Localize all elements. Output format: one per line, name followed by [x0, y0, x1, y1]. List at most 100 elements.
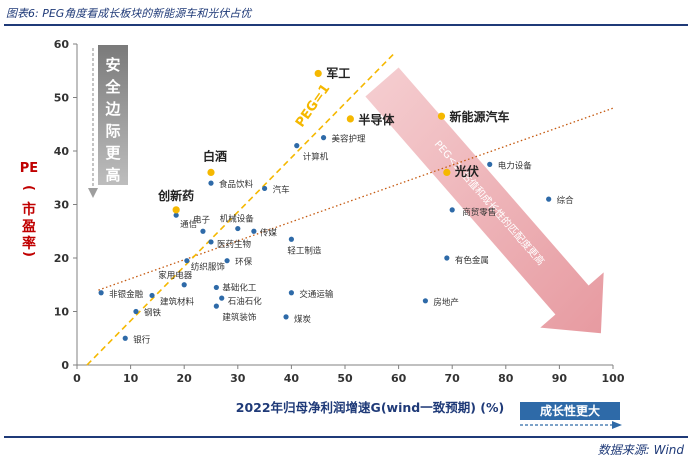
- data-point: [487, 161, 493, 167]
- y-axis-label-abbr: PE: [20, 161, 38, 176]
- point-label: 非银金融: [109, 289, 144, 300]
- point-label: 银行: [133, 334, 151, 345]
- highlight-label: 半导体: [358, 112, 395, 127]
- safety-char: 际: [105, 122, 120, 140]
- highlight-label: 军工: [326, 65, 350, 80]
- title-bar: 图表6: PEG角度看成长板块的新能源车和光伏占优: [4, 2, 688, 26]
- safety-char: 高: [105, 166, 120, 184]
- growth-label: 成长性更大: [540, 403, 600, 418]
- x-axis-label: 2022年归母净利润增速G(wind一致预期) (%): [236, 400, 504, 415]
- data-point: [173, 212, 179, 218]
- highlight-point: [207, 168, 215, 176]
- point-label: 钢铁: [144, 308, 162, 319]
- x-tick-label: 30: [230, 372, 246, 385]
- y-tick-label: 0: [61, 359, 69, 372]
- data-point: [219, 295, 225, 301]
- point-label: 传媒: [260, 227, 278, 238]
- point-label: 商贸零售: [462, 207, 496, 218]
- data-point: [262, 185, 268, 192]
- point-label: 纺织服饰: [191, 262, 226, 273]
- point-label: 综合: [557, 195, 575, 206]
- x-tick-label: 80: [498, 372, 514, 385]
- data-point: [546, 196, 552, 202]
- data-point: [235, 225, 241, 232]
- data-point: [422, 298, 428, 304]
- data-point: [133, 308, 139, 315]
- point-label: 电力设备: [498, 160, 533, 171]
- x-tick-label: 60: [391, 372, 407, 385]
- data-point: [181, 282, 187, 288]
- point-label: 交通运输: [299, 289, 334, 300]
- x-tick-label: 0: [73, 372, 81, 385]
- y-axis-label-char: 盈: [21, 219, 36, 235]
- y-axis-label-paren: (: [21, 185, 36, 191]
- trend-line: [98, 107, 614, 291]
- growth-box: [520, 402, 620, 420]
- point-label: 汽车: [273, 184, 290, 195]
- safety-box: [98, 45, 128, 185]
- data-point: [283, 314, 289, 320]
- footer-divider: [4, 436, 688, 438]
- highlight-label: 创新药: [157, 188, 194, 203]
- y-axis-label-paren: ): [21, 251, 36, 257]
- y-tick-label: 20: [54, 252, 70, 265]
- y-tick-label: 50: [54, 92, 70, 105]
- highlight-label: 光伏: [454, 163, 479, 178]
- data-point: [149, 292, 155, 299]
- big-arrow: [365, 67, 604, 334]
- data-point: [224, 258, 230, 264]
- data-point: [122, 335, 128, 341]
- point-label: 医药生物: [217, 239, 252, 250]
- data-point: [444, 255, 450, 261]
- data-point: [208, 239, 214, 245]
- y-axis-label-char: 市: [22, 201, 36, 218]
- point-label: 家用电器: [158, 270, 193, 281]
- data-source: 数据来源: Wind: [597, 443, 684, 457]
- data-point: [208, 180, 214, 186]
- point-label: 计算机: [303, 152, 329, 163]
- x-tick-label: 40: [284, 372, 300, 385]
- highlight-label: 新能源汽车: [449, 109, 509, 124]
- point-label: 建筑材料: [160, 296, 195, 307]
- point-label: 美容护理: [332, 134, 367, 145]
- x-tick-label: 90: [552, 372, 568, 385]
- highlight-label: 白酒: [203, 148, 227, 163]
- x-tick-label: 10: [123, 372, 139, 385]
- data-point: [288, 290, 294, 296]
- point-label: 食品饮料: [219, 179, 254, 190]
- data-point: [251, 228, 257, 234]
- peg-line: [86, 53, 395, 366]
- point-label: 电子: [193, 214, 211, 225]
- point-label: 机械设备: [220, 214, 255, 225]
- safety-char: 更: [105, 144, 121, 162]
- data-point: [213, 284, 219, 291]
- point-label: 建筑装饰: [222, 312, 257, 323]
- data-point: [213, 303, 219, 309]
- highlight-point: [314, 69, 322, 78]
- growth-arrow-head: [612, 421, 622, 429]
- point-label: 环保: [235, 257, 253, 268]
- x-tick-label: 100: [602, 372, 625, 385]
- highlight-point: [443, 168, 451, 176]
- highlight-point: [172, 206, 180, 214]
- data-point: [294, 143, 300, 149]
- x-tick-label: 20: [177, 372, 193, 385]
- arrow-annotation: PEG<1, 估值和成长性的匹配度更高: [432, 138, 548, 268]
- data-point: [98, 290, 104, 296]
- safety-char: 安: [105, 56, 120, 74]
- safety-char: 边: [104, 100, 121, 118]
- point-label: 石油石化: [228, 296, 263, 307]
- point-label: 轻工制造: [287, 245, 322, 256]
- data-point: [288, 236, 294, 242]
- point-label: 房地产: [433, 297, 459, 308]
- data-point: [200, 228, 206, 234]
- safety-arrow-head: [88, 188, 98, 198]
- x-tick-label: 50: [337, 372, 353, 385]
- point-label: 通信: [180, 219, 198, 230]
- y-tick-label: 40: [54, 145, 70, 158]
- point-label: 有色金属: [455, 255, 489, 266]
- y-tick-label: 60: [54, 38, 70, 51]
- peg-label: PEG=1: [293, 82, 333, 131]
- chart-title: 图表6: PEG角度看成长板块的新能源车和光伏占优: [6, 7, 252, 20]
